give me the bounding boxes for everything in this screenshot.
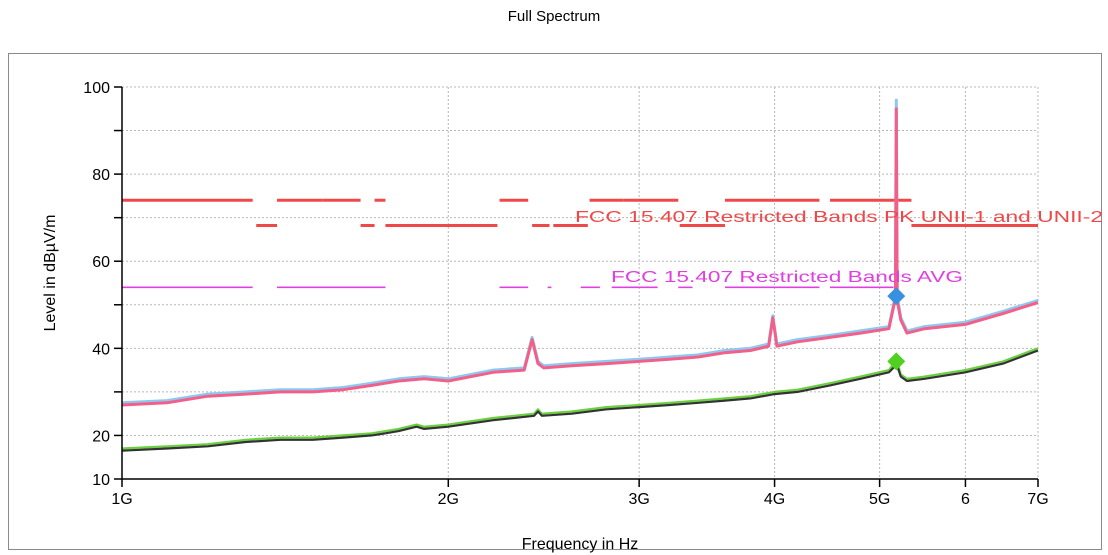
- x-tick-label: 2G: [438, 491, 459, 508]
- axes: [114, 86, 1039, 487]
- x-tick-label: 1G: [111, 491, 132, 508]
- series-line-1: [121, 107, 1039, 407]
- limit-line-label-pk: FCC 15.407 Restricted Bands PK UNII-1 an…: [575, 209, 1103, 226]
- chart-title: Full Spectrum: [507, 8, 601, 25]
- x-tick-label: 6: [961, 491, 970, 508]
- y-axis-label: Level in dBµV/m: [42, 215, 59, 332]
- y-tick-label: 20: [92, 428, 110, 445]
- plot-frame: [8, 53, 1102, 550]
- marker-diamond-1: [887, 352, 906, 371]
- y-tick-label: 100: [83, 80, 110, 97]
- markers: [887, 287, 906, 371]
- marker-diamond-0: [887, 287, 906, 306]
- x-tick-label: 7G: [1027, 491, 1048, 508]
- limit-lines: [122, 198, 1038, 289]
- limit-line-label-avg: FCC 15.407 Restricted Bands AVG: [611, 269, 963, 286]
- x-tick-label: 5G: [869, 491, 890, 508]
- grid-lines: [122, 86, 1039, 479]
- y-tick-label: 60: [92, 254, 110, 271]
- x-axis-label: Frequency in Hz: [522, 536, 639, 553]
- x-tick-label: 3G: [628, 491, 649, 508]
- y-tick-label: 40: [92, 341, 110, 358]
- y-tick-label: 80: [92, 167, 110, 184]
- x-tick-label: 4G: [764, 491, 785, 508]
- tick-labels: 10 20 40 60 80 100 1G 2G 3G 4G 5G 6 7G: [83, 80, 1048, 508]
- y-tick-label: 10: [92, 472, 110, 489]
